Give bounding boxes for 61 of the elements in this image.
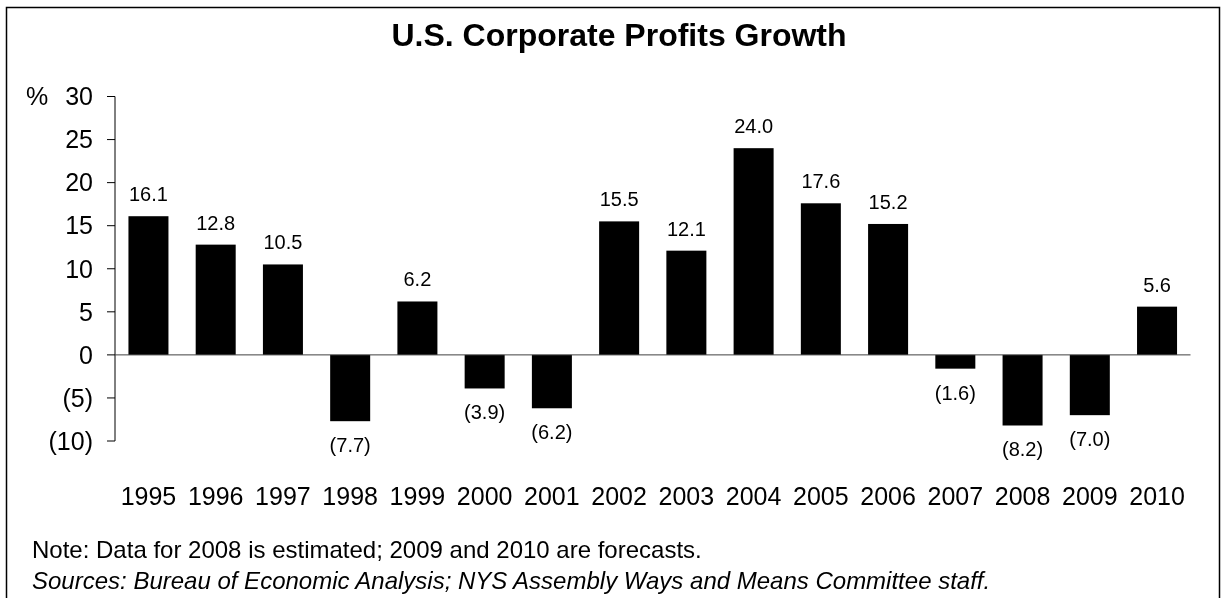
bar xyxy=(733,148,774,355)
text: Note: Data for 2008 is estimated; 2009 and 2010 are forecasts. xyxy=(32,536,702,563)
data-label: 12.8 xyxy=(196,211,236,234)
chart-title: U.S. Corporate Profits Growth xyxy=(391,17,847,53)
bar xyxy=(128,216,169,355)
y-tick-label: 20 xyxy=(65,168,93,197)
data-label: 24.0 xyxy=(734,115,774,138)
data-label: 15.5 xyxy=(599,188,639,211)
bar xyxy=(800,203,841,355)
bar xyxy=(1069,354,1110,416)
y-tick-label: (5) xyxy=(62,383,93,412)
y-tick-label: 15 xyxy=(65,211,93,240)
x-tick-label: 2008 xyxy=(994,482,1051,510)
x-tick-label: 1995 xyxy=(120,482,177,510)
bar xyxy=(397,301,438,355)
bar xyxy=(1137,306,1178,355)
bar xyxy=(1002,354,1043,426)
x-tick-label: 1997 xyxy=(255,482,311,510)
x-tick-label: 2009 xyxy=(1062,482,1118,510)
x-tick-label: 1999 xyxy=(389,482,446,510)
bar xyxy=(531,354,572,409)
y-tick-label: (10) xyxy=(48,426,93,455)
data-label: (7.7) xyxy=(329,434,371,457)
x-tick-label: 2006 xyxy=(860,482,916,510)
data-label: (7.0) xyxy=(1069,428,1111,451)
data-label: 6.2 xyxy=(403,268,432,291)
bar xyxy=(599,221,640,355)
x-tick-label: 2004 xyxy=(725,482,782,510)
y-tick-label: 5 xyxy=(79,297,93,326)
bar xyxy=(262,264,303,355)
bar xyxy=(464,354,505,389)
x-tick-label: 2007 xyxy=(927,482,984,510)
data-label: 15.2 xyxy=(868,190,908,213)
bar xyxy=(868,223,909,355)
x-tick-label: 2003 xyxy=(658,482,715,510)
data-label: (1.6) xyxy=(934,381,976,404)
bar xyxy=(935,354,976,369)
y-tick-label: 10 xyxy=(65,254,93,283)
x-tick-label: 2000 xyxy=(456,482,513,510)
data-label: (3.9) xyxy=(464,401,506,424)
data-label: (6.2) xyxy=(531,421,573,444)
y-tick-label: 30 xyxy=(65,82,93,111)
data-label: 5.6 xyxy=(1143,273,1171,296)
y-tick-label: 0 xyxy=(79,340,93,369)
x-tick-label: 2001 xyxy=(524,482,580,510)
x-tick-label: 2005 xyxy=(793,482,849,510)
bar xyxy=(330,354,371,422)
data-label: (8.2) xyxy=(1002,438,1044,461)
data-label: 10.5 xyxy=(263,231,303,254)
x-tick-label: 2002 xyxy=(591,482,647,510)
y-tick-label: 25 xyxy=(65,125,93,154)
data-label: 12.1 xyxy=(666,217,706,240)
data-label: 17.6 xyxy=(801,170,841,193)
bar xyxy=(666,250,707,355)
bar xyxy=(195,244,236,355)
x-tick-label: 2010 xyxy=(1129,482,1185,510)
source-note: Sources: Bureau of Economic Analysis; NYS Assembly Ways and Means Committee staff. xyxy=(32,567,991,594)
data-label: 16.1 xyxy=(128,183,168,206)
y-axis-title: % xyxy=(26,82,49,111)
x-tick-label: 1996 xyxy=(187,482,244,510)
x-tick-label: 1998 xyxy=(322,482,378,510)
